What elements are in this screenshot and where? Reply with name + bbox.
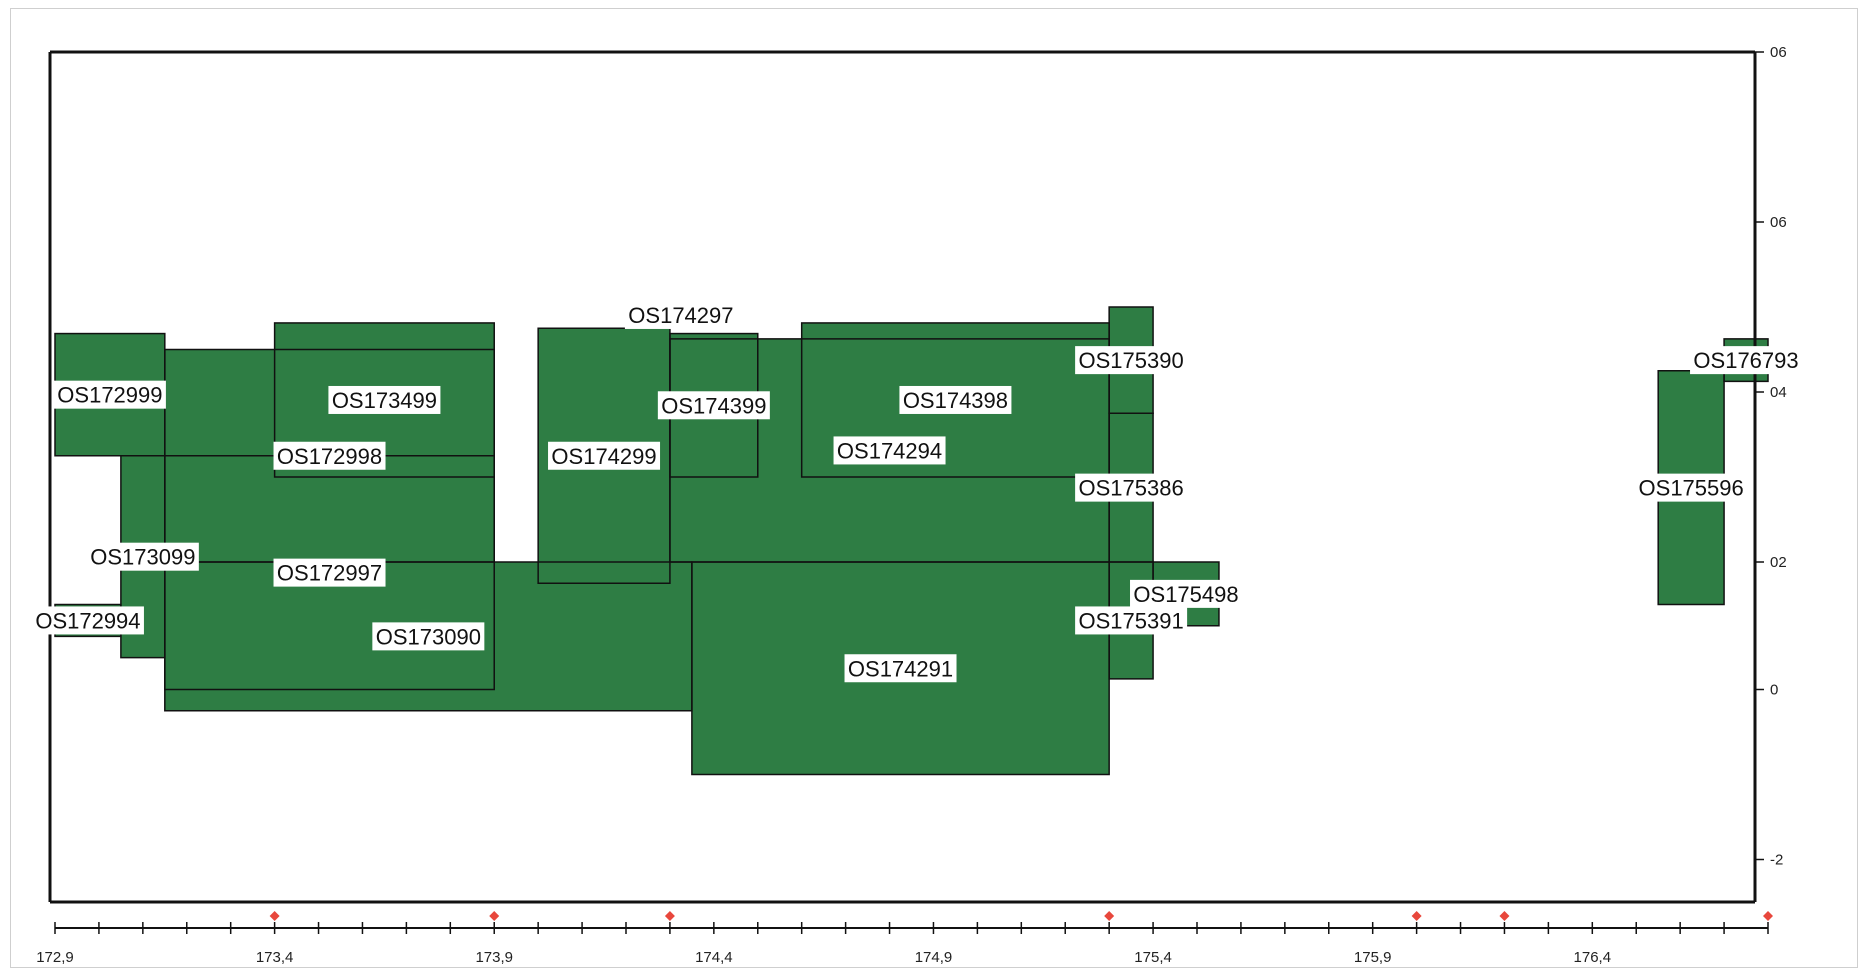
segment-label-os173090: OS173090 [372, 622, 485, 651]
segment-label-bg [833, 436, 946, 465]
segment-label-os176793: OS176793 [1690, 346, 1803, 375]
axis-marker [1104, 911, 1115, 921]
segment-label-text: OS172997 [277, 561, 382, 586]
segment-label-bg [844, 654, 957, 683]
segment-label-os175596: OS175596 [1635, 473, 1748, 502]
segment-label-bg [657, 391, 770, 420]
segment-label-text: OS175391 [1079, 608, 1184, 633]
segment-label-os174399: OS174399 [657, 391, 770, 420]
y-tick-label: 06 [1770, 214, 1787, 231]
segment-label-text: OS175390 [1079, 348, 1184, 373]
segment-label-os173099: OS173099 [86, 542, 199, 571]
segment-label-os175391: OS175391 [1075, 606, 1188, 635]
segment-label-text: OS174399 [661, 393, 766, 418]
segment-label-bg [548, 441, 661, 470]
segment-label-text: OS173090 [376, 624, 481, 649]
segment-label-bg [1635, 473, 1748, 502]
x-tick-label: 172,9 [36, 949, 74, 966]
segment-label-bg [328, 385, 441, 414]
segment-label-os174299: OS174299 [548, 441, 661, 470]
segment-label-bg [86, 542, 199, 571]
segment-label-text: OS174299 [551, 444, 656, 469]
axis-marker [269, 911, 280, 921]
segment-label-text: OS174291 [848, 656, 953, 681]
segment-label-text: OS174294 [837, 438, 942, 463]
segment-label-text: OS172999 [57, 383, 162, 408]
segment-label-bg [899, 385, 1012, 414]
x-tick-label: 174,4 [695, 949, 733, 966]
segment-label-bg [372, 622, 485, 651]
segment-label-bg [1690, 346, 1803, 375]
segment-label-bg [1075, 346, 1188, 375]
y-tick-label: -2 [1770, 852, 1783, 869]
y-tick-layer: 06 06 04 02 0 -2 [1755, 44, 1787, 869]
x-tick-label: 175,9 [1354, 949, 1392, 966]
segment-label-text: OS176793 [1693, 348, 1798, 373]
segment-label-os172999: OS172999 [53, 380, 166, 409]
chart-frame [10, 8, 1858, 968]
x-tick-label: 173,9 [475, 949, 513, 966]
segment-label-os175386: OS175386 [1075, 473, 1188, 502]
x-tick-label: 176,4 [1574, 949, 1612, 966]
axis-marker [664, 911, 675, 921]
segment-label-os174398: OS174398 [899, 385, 1012, 414]
segment-label-os172997: OS172997 [273, 558, 386, 587]
fill-layer [55, 307, 1768, 775]
segment-label-text: OS172998 [277, 444, 382, 469]
axes-layer [48, 50, 1768, 929]
segment-label-bg [273, 441, 386, 470]
x-tick-label: 174,9 [915, 949, 953, 966]
y-tick-label: 0 [1770, 682, 1778, 699]
segment-label-os173499: OS173499 [328, 385, 441, 414]
segment-label-os172998: OS172998 [273, 441, 386, 470]
segment-label-os174297: OS174297 [624, 300, 737, 329]
segment-label-text: OS174297 [628, 303, 733, 328]
marker-layer [269, 911, 1773, 921]
segment-label-bg [53, 380, 166, 409]
segment-label-os175390: OS175390 [1075, 346, 1188, 375]
segment-label-os174291: OS174291 [844, 654, 957, 683]
segment-label-os174294: OS174294 [833, 436, 946, 465]
y-tick-label: 02 [1770, 554, 1787, 571]
segment-label-text: OS175498 [1133, 582, 1238, 607]
segment-label-text: OS172994 [35, 608, 140, 633]
axis-marker [489, 911, 500, 921]
x-tick-label: 173,4 [256, 949, 294, 966]
label-layer: OS172999 OS173499 OS172998 OS174297 OS174399… [31, 300, 1803, 683]
segment-label-text: OS173499 [332, 388, 437, 413]
axis-marker [1499, 911, 1510, 921]
segment-label-bg [1075, 473, 1188, 502]
segment-label-text: OS173099 [90, 545, 195, 570]
segment-label-bg [1130, 579, 1243, 608]
segment-label-os172994: OS172994 [31, 606, 144, 635]
segment-label-bg [1075, 606, 1188, 635]
segment-label-bg [624, 300, 737, 329]
segment-label-bg [273, 558, 386, 587]
axis-marker [1411, 911, 1422, 921]
segment-label-bg [31, 606, 144, 635]
axis-marker [1763, 911, 1773, 921]
x-tick-layer: 172,9 173,4 173,9 174,4 174,9 175,4 175,9 176,4 [36, 922, 1769, 966]
segment-label-text: OS175596 [1639, 476, 1744, 501]
segment-label-os175498: OS175498 [1130, 579, 1243, 608]
y-tick-label: 06 [1770, 44, 1787, 61]
segment-label-text: OS174398 [903, 388, 1008, 413]
y-tick-label: 04 [1770, 384, 1787, 401]
segment-label-text: OS175386 [1079, 476, 1184, 501]
x-tick-label: 175,4 [1134, 949, 1172, 966]
